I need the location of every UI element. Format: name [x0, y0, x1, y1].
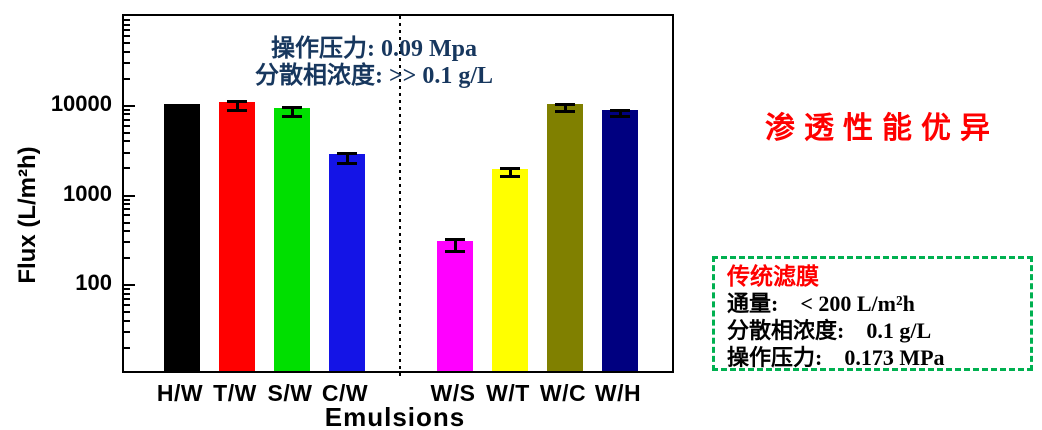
info-box-row-flux: 通量: < 200 L/m²h [727, 290, 1020, 317]
info-box-row-concentration: 分散相浓度: 0.1 g/L [727, 317, 1020, 344]
info-box-title: 传统滤膜 [727, 264, 819, 289]
error-bar-cap [172, 109, 192, 113]
bar-w-h [602, 109, 638, 371]
y-minor-tick [124, 214, 130, 217]
info-box-row-flux-value: < 200 L/m²h [800, 291, 915, 316]
x-category-label-w-t: W/T [486, 380, 530, 406]
y-minor-tick [124, 113, 130, 116]
y-minor-tick [124, 118, 130, 121]
y-minor-tick [124, 34, 130, 37]
y-minor-tick [124, 208, 130, 211]
x-category-label-t-w: T/W [213, 380, 257, 406]
info-box-row-flux-label: 通量: [727, 291, 779, 316]
info-box-row-concentration-label: 分散相浓度: [727, 318, 845, 343]
x-axis-title: Emulsions [324, 402, 466, 430]
y-minor-tick [124, 230, 130, 233]
error-bar-cap [555, 102, 575, 106]
y-minor-tick [124, 23, 130, 26]
y-minor-tick [124, 151, 130, 154]
error-bar-cap [610, 108, 630, 112]
info-box-row-pressure-value: 0.173 MPa [844, 345, 945, 370]
error-bar-cap [227, 100, 247, 104]
y-major-tick [124, 284, 135, 287]
y-tick-label: 100 [75, 270, 112, 296]
error-bar-w-h [618, 109, 622, 118]
traditional-membrane-info-box: 传统滤膜 通量: < 200 L/m²h 分散相浓度: 0.1 g/L 操作压力: 0… [712, 256, 1033, 371]
error-bar-cap [282, 106, 302, 110]
y-major-tick [124, 104, 135, 107]
info-box-row-pressure: 操作压力: 0.173 MPa [727, 344, 1020, 371]
y-minor-tick [124, 167, 130, 170]
error-bar-cap [555, 110, 575, 114]
y-tick-label: 1000 [63, 180, 112, 206]
error-bar-cap [445, 249, 465, 253]
info-box-row-pressure-label: 操作压力: [727, 345, 823, 370]
x-category-label-w-c: W/C [539, 380, 587, 406]
bar-c-w [329, 154, 365, 371]
x-category-label-c-w: C/W [321, 380, 369, 406]
y-minor-tick [124, 19, 130, 22]
error-bar-cap [500, 175, 520, 179]
y-minor-tick [124, 124, 130, 127]
y-minor-tick [124, 346, 130, 349]
x-category-label-w-h: W/H [594, 380, 642, 406]
error-bar-cap [227, 108, 247, 112]
x-category-label-w-s: W/S [430, 380, 476, 406]
bar-w-c [547, 103, 583, 371]
x-category-label-s-w: S/W [267, 380, 313, 406]
group-separator-dotted-line [399, 16, 401, 376]
bar-w-s [437, 241, 473, 371]
error-bar-w-s [453, 239, 457, 252]
error-bar-cap [445, 238, 465, 242]
y-minor-tick [124, 61, 130, 64]
error-bar-cap [610, 115, 630, 119]
y-minor-tick [124, 319, 130, 322]
error-bar-t-w [235, 101, 239, 111]
error-bar-cap [282, 115, 302, 119]
y-minor-tick [124, 221, 130, 224]
error-bar-cap [500, 167, 520, 171]
error-bar-c-w [345, 153, 349, 164]
y-tick-label: 10000 [50, 90, 112, 116]
y-minor-tick [124, 198, 130, 201]
y-minor-tick [124, 50, 130, 53]
y-minor-tick [124, 108, 130, 111]
bar-h-w [164, 103, 200, 371]
annotation-operating-pressure: 操作压力: 0.09 Mpa [271, 36, 477, 62]
x-category-label-h-w: H/W [156, 380, 204, 406]
y-minor-tick [124, 257, 130, 260]
annotation-block: 操作压力: 0.09 Mpa 分散相浓度: >> 0.1 g/L [164, 36, 584, 90]
bar-s-w [274, 108, 310, 371]
plot-area: 操作压力: 0.09 Mpa 分散相浓度: >> 0.1 g/L [122, 14, 674, 376]
error-bar-cap [337, 161, 357, 165]
error-bar-cap [172, 103, 192, 107]
y-minor-tick [124, 311, 130, 314]
y-minor-tick [124, 331, 130, 334]
info-box-row-concentration-value: 0.1 g/L [866, 318, 932, 343]
error-bar-w-t [508, 168, 512, 178]
error-bar-cap [337, 152, 357, 156]
y-minor-tick [124, 241, 130, 244]
y-major-tick [124, 194, 135, 197]
y-minor-tick [124, 288, 130, 291]
y-minor-tick [124, 131, 130, 134]
y-minor-tick [124, 28, 130, 31]
bar-w-t [492, 168, 528, 371]
error-bar-h-w [180, 104, 184, 112]
error-bar-s-w [290, 107, 294, 118]
headline-permeation-performance: 渗透性能优异 [765, 112, 999, 145]
y-minor-tick [124, 140, 130, 143]
y-minor-tick [124, 42, 130, 45]
y-minor-tick [124, 304, 130, 307]
y-minor-tick [124, 292, 130, 295]
annotation-dispersed-phase-concentration: 分散相浓度: >> 0.1 g/L [254, 63, 494, 89]
y-minor-tick [124, 77, 130, 80]
y-minor-tick [124, 203, 130, 206]
y-minor-tick [124, 298, 130, 301]
error-bar-w-c [563, 103, 567, 113]
bar-t-w [219, 101, 255, 371]
